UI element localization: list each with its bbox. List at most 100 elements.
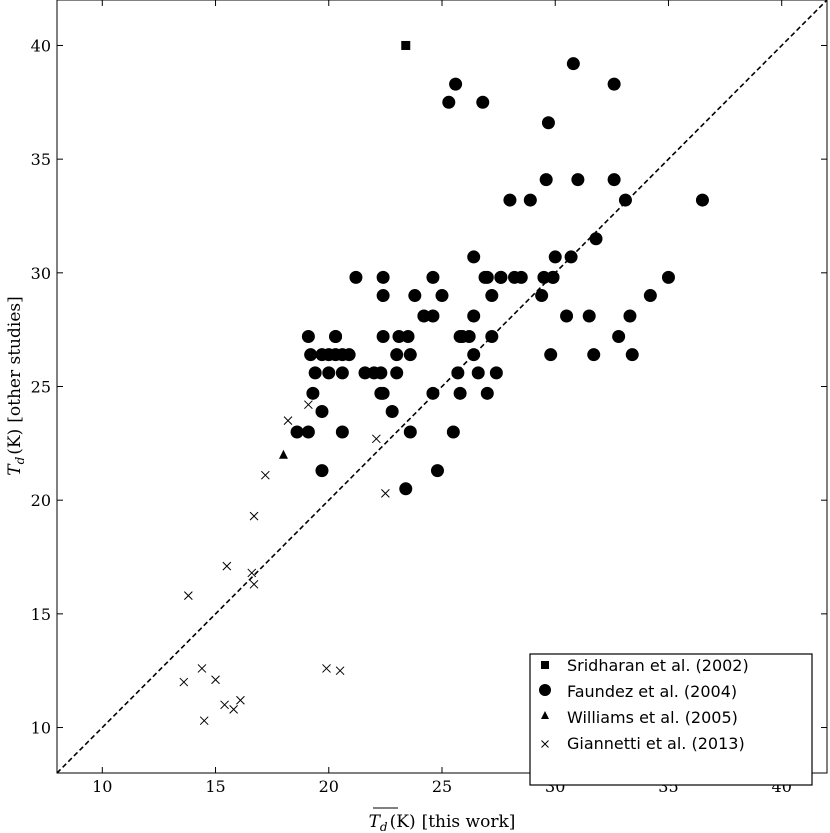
faundez-point <box>503 193 517 207</box>
legend-item-faundez: Faundez et al. (2004) <box>539 682 737 701</box>
legend-label-sridharan: Sridharan et al. (2002) <box>567 656 749 675</box>
legend-item-giannetti: Giannetti et al. (2013) <box>541 734 745 753</box>
faundez-point <box>453 386 467 400</box>
faundez-point <box>480 270 494 284</box>
legend-label-giannetti: Giannetti et al. (2013) <box>567 734 745 753</box>
faundez-point <box>467 250 481 264</box>
faundez-point <box>514 270 528 284</box>
faundez-point <box>290 425 304 439</box>
faundez-point <box>480 386 494 400</box>
faundez-point <box>539 173 553 187</box>
faundez-point <box>564 250 578 264</box>
giannetti-point <box>197 664 207 673</box>
faundez-point <box>643 289 657 303</box>
giannetti-point <box>247 568 257 578</box>
data-points <box>179 40 709 726</box>
faundez-point <box>485 329 499 343</box>
giannetti-point <box>260 470 270 480</box>
y-tick-label: 15 <box>31 605 51 624</box>
faundez-point <box>485 289 499 303</box>
giannetti-point <box>229 704 239 714</box>
faundez-point <box>392 329 406 343</box>
faundez-point <box>301 425 315 439</box>
legend-marker-square <box>541 661 549 669</box>
faundez-point <box>385 405 399 419</box>
faundez-point <box>403 348 417 362</box>
faundez-point <box>408 289 422 303</box>
faundez-point <box>471 366 485 380</box>
giannetti-point <box>335 666 345 676</box>
faundez-point <box>335 425 349 439</box>
faundez-point <box>566 57 580 71</box>
faundez-point <box>625 348 639 362</box>
faundez-point <box>335 366 349 380</box>
legend-label-williams: Williams et al. (2005) <box>567 708 738 727</box>
faundez-point <box>315 405 329 419</box>
faundez-point <box>607 77 621 91</box>
y-tick-label: 20 <box>31 491 51 510</box>
faundez-point <box>544 348 558 362</box>
faundez-point <box>304 348 318 362</box>
faundez-point <box>546 270 560 284</box>
faundez-point <box>494 270 508 284</box>
x-axis-label: Td (K) [this work] <box>369 812 516 833</box>
giannetti-point <box>211 675 220 685</box>
giannetti-point <box>222 561 232 571</box>
y-tick-label: 25 <box>31 378 51 397</box>
faundez-point <box>426 309 440 323</box>
giannetti-point <box>183 591 193 601</box>
y-tick-label: 40 <box>31 36 51 55</box>
y-tick-label: 10 <box>31 719 51 738</box>
faundez-point <box>661 270 675 284</box>
y-tick-label: 30 <box>31 264 51 283</box>
giannetti-point <box>322 664 331 673</box>
faundez-point <box>376 289 390 303</box>
faundez-point <box>467 348 481 362</box>
x-tick-label: 25 <box>432 777 452 796</box>
faundez-point <box>618 193 632 207</box>
faundez-point <box>342 348 356 362</box>
faundez-point <box>523 193 537 207</box>
giannetti-point <box>342 350 352 360</box>
faundez-point <box>446 425 460 439</box>
legend-marker-circle <box>539 684 551 696</box>
x-axis-label-rest: [this work] <box>422 812 516 832</box>
y-axis-label-unit: (K) <box>5 429 25 455</box>
x-tick-label: 15 <box>205 777 225 796</box>
faundez-point <box>442 95 456 109</box>
legend-box <box>529 653 813 786</box>
faundez-point <box>467 309 481 323</box>
giannetti-point <box>179 677 189 687</box>
faundez-point <box>430 464 444 478</box>
legend: Sridharan et al. (2002) Faundez et al. (… <box>529 653 813 786</box>
faundez-point <box>612 329 626 343</box>
faundez-point <box>315 464 329 478</box>
faundez-point <box>476 95 490 109</box>
faundez-point <box>358 366 372 380</box>
legend-item-sridharan: Sridharan et al. (2002) <box>541 656 749 675</box>
sridharan-point <box>401 40 411 50</box>
reference-line-layer <box>56 0 828 774</box>
y-axis-label-rest: [other studies] <box>5 296 25 422</box>
giannetti-point <box>283 416 293 425</box>
faundez-point <box>489 366 503 380</box>
faundez-point <box>390 348 404 362</box>
faundez-point <box>535 289 549 303</box>
giannetti-point <box>249 579 259 589</box>
faundez-point <box>582 309 596 323</box>
faundez-point <box>322 366 336 380</box>
legend-item-williams: Williams et al. (2005) <box>541 708 738 727</box>
faundez-point <box>548 250 562 264</box>
legend-marker-triangle <box>541 711 549 719</box>
faundez-point <box>426 386 440 400</box>
one-to-one-reference-line <box>56 0 828 774</box>
faundez-point <box>541 116 555 130</box>
faundez-point <box>571 173 585 187</box>
faundez-point <box>306 386 320 400</box>
y-axis-label-symbol: T <box>5 463 25 476</box>
faundez-point <box>329 329 343 343</box>
x-axis-label-subscript: d <box>380 820 388 833</box>
faundez-point <box>417 309 431 323</box>
giannetti-point <box>220 700 229 710</box>
faundez-point <box>537 270 551 284</box>
